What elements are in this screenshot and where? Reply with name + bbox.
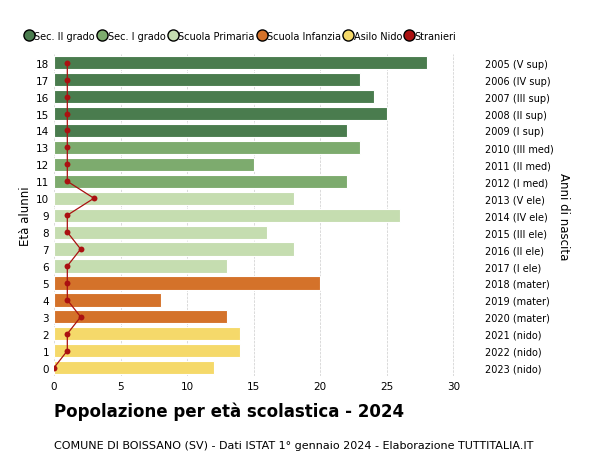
Point	[62, 330, 72, 338]
Point	[62, 77, 72, 84]
Point	[62, 145, 72, 152]
Point	[62, 60, 72, 67]
Bar	[54, 57, 427, 70]
Point	[62, 94, 72, 101]
Point	[62, 347, 72, 355]
Point	[76, 313, 85, 321]
Bar	[54, 328, 241, 341]
Point	[62, 263, 72, 270]
Bar	[54, 294, 161, 307]
Bar	[54, 361, 214, 375]
Bar	[54, 311, 227, 324]
Text: COMUNE DI BOISSANO (SV) - Dati ISTAT 1° gennaio 2024 - Elaborazione TUTTITALIA.I: COMUNE DI BOISSANO (SV) - Dati ISTAT 1° …	[54, 440, 533, 450]
Point	[62, 178, 72, 185]
Text: Popolazione per età scolastica - 2024: Popolazione per età scolastica - 2024	[54, 402, 404, 420]
Bar	[54, 209, 400, 222]
Y-axis label: Anni di nascita: Anni di nascita	[557, 172, 570, 259]
Bar	[54, 108, 387, 121]
Point	[62, 212, 72, 219]
Point	[62, 229, 72, 236]
Bar	[54, 260, 227, 273]
Point	[62, 280, 72, 287]
Point	[62, 111, 72, 118]
Bar	[54, 243, 293, 256]
Bar	[54, 226, 267, 239]
Point	[49, 364, 59, 372]
Bar	[54, 277, 320, 290]
Bar	[54, 91, 373, 104]
Y-axis label: Età alunni: Età alunni	[19, 186, 32, 246]
Legend: Sec. II grado, Sec. I grado, Scuola Primaria, Scuola Infanzia, Asilo Nido, Stran: Sec. II grado, Sec. I grado, Scuola Prim…	[23, 28, 460, 45]
Point	[62, 297, 72, 304]
Bar	[54, 141, 360, 155]
Bar	[54, 158, 254, 172]
Point	[62, 161, 72, 168]
Point	[76, 246, 85, 253]
Bar	[54, 74, 360, 87]
Point	[89, 195, 99, 202]
Bar	[54, 192, 293, 206]
Bar	[54, 344, 241, 358]
Bar	[54, 124, 347, 138]
Point	[62, 128, 72, 135]
Bar	[54, 175, 347, 189]
